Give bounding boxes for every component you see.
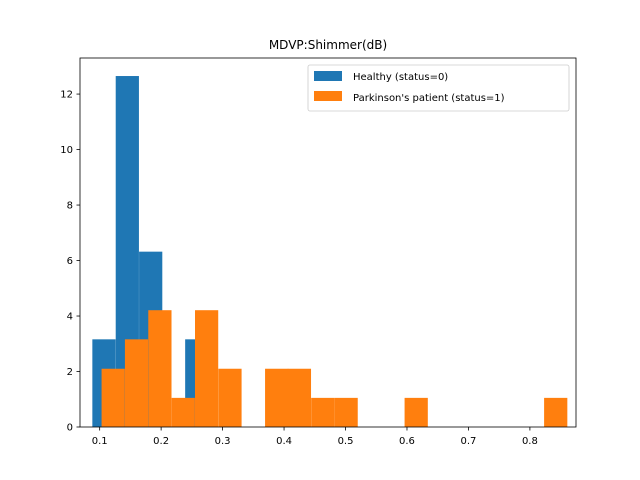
bar-parkinsons-19 <box>544 397 568 427</box>
legend: Healthy (status=0) Parkinson's patient (… <box>307 64 570 112</box>
y-tick-label: 0 <box>67 423 73 434</box>
y-tick-label: 2 <box>67 367 73 378</box>
chart-title: MDVP:Shimmer(dB) <box>269 38 387 52</box>
bar-parkinsons-5 <box>218 368 242 427</box>
y-tick-label: 12 <box>60 90 73 101</box>
plot-frame <box>79 57 577 428</box>
bar-parkinsons-7 <box>265 368 289 427</box>
bars-layer <box>92 76 568 427</box>
x-tick-label: 0.3 <box>215 436 231 447</box>
bar-parkinsons-4 <box>195 310 219 427</box>
legend-box <box>307 64 570 112</box>
bar-parkinsons-3 <box>171 397 195 427</box>
y-tick-label: 10 <box>60 145 73 156</box>
y-tick-label: 6 <box>67 256 73 267</box>
bar-parkinsons-8 <box>287 368 312 427</box>
bar-parkinsons-13 <box>404 397 428 427</box>
legend-swatch-healthy <box>314 71 342 81</box>
x-tick-label: 0.5 <box>338 436 354 447</box>
bar-parkinsons-10 <box>334 397 358 427</box>
x-tick-label: 0.4 <box>276 436 292 447</box>
legend-label-healthy: Healthy (status=0) <box>353 72 448 83</box>
legend-swatch-parkinsons <box>314 91 342 101</box>
bar-parkinsons-2 <box>148 310 172 427</box>
bar-healthy-1 <box>115 76 139 427</box>
x-tick-label: 0.2 <box>153 436 169 447</box>
bar-parkinsons-0 <box>101 368 125 427</box>
x-tick-label: 0.8 <box>522 436 538 447</box>
x-tick-label: 0.1 <box>92 436 108 447</box>
y-axis: 0 2 4 6 8 10 12 <box>60 90 80 434</box>
bar-parkinsons-9 <box>311 397 335 427</box>
y-tick-label: 4 <box>67 312 73 323</box>
y-tick-label: 8 <box>67 201 73 212</box>
x-axis: 0.1 0.2 0.3 0.4 0.5 0.6 0.7 0.8 <box>92 427 538 447</box>
bar-parkinsons-1 <box>124 339 149 427</box>
legend-label-parkinsons: Parkinson's patient (status=1) <box>353 93 505 104</box>
x-tick-label: 0.6 <box>399 436 415 447</box>
x-tick-label: 0.7 <box>460 436 476 447</box>
